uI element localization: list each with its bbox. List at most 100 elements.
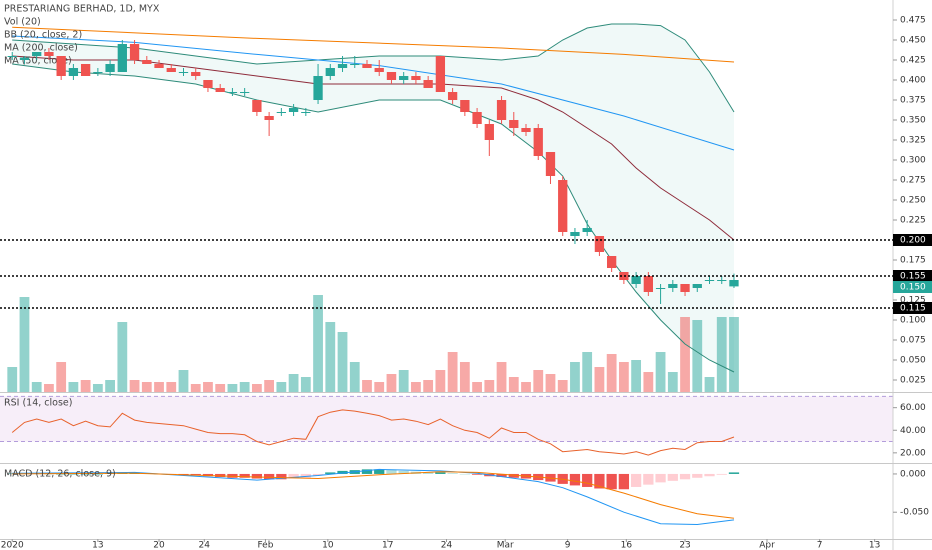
candle-body	[154, 64, 164, 68]
volume-bar	[411, 382, 421, 392]
level-tag	[893, 234, 932, 246]
y-tick-label: 0.225	[900, 216, 926, 226]
macd-histogram-bar	[361, 469, 373, 474]
candle-body	[692, 284, 702, 288]
x-tick-label: 9	[565, 541, 571, 550]
macd-histogram-bar	[447, 473, 458, 474]
macd-histogram-bar	[374, 469, 385, 474]
candle-body	[594, 236, 605, 252]
macd-histogram-bar	[594, 473, 605, 489]
volume-bar	[606, 354, 617, 392]
volume-bar	[44, 384, 54, 392]
candle-body	[227, 92, 238, 93]
macd-histogram-bar	[655, 473, 666, 483]
volume-bar	[203, 382, 213, 392]
macd-histogram-bar	[618, 473, 630, 490]
y-tick-label: 0.075	[900, 336, 926, 346]
volume-bar	[680, 317, 690, 392]
candle-body	[729, 280, 739, 287]
candle-body	[411, 76, 421, 80]
x-tick-label: 10	[322, 541, 334, 550]
volume-bar	[313, 295, 323, 392]
macd-histogram-bar	[704, 473, 715, 477]
y-tick-label: 0.000	[900, 469, 926, 479]
volume-bar	[105, 380, 115, 392]
volume-bar	[472, 382, 482, 392]
symbol-title: PRESTARIANG BERHAD, 1D, MYX	[4, 4, 160, 15]
volume-bar	[337, 332, 348, 392]
candle-body	[252, 100, 262, 112]
macd-histogram-bar	[679, 473, 691, 480]
x-tick-label: 24	[441, 541, 453, 550]
volume-bar	[533, 370, 544, 392]
macd-histogram-bar	[263, 473, 275, 480]
candle-body	[655, 288, 666, 289]
x-tick-label: 24	[199, 541, 211, 550]
candle-body	[276, 112, 287, 113]
candle-body	[509, 120, 519, 128]
legend-volume: Vol (20)	[4, 17, 41, 28]
candle-body	[337, 64, 348, 68]
volume-bar	[215, 384, 226, 392]
volume-bar	[386, 374, 397, 392]
candle-body	[203, 80, 213, 88]
macd-histogram-bar	[337, 470, 348, 474]
legend-ma200: MA (200, close)	[4, 43, 78, 54]
volume-bar	[729, 317, 739, 392]
candle-body	[240, 92, 250, 93]
candle-body	[606, 256, 617, 268]
volume-bar	[508, 377, 519, 392]
volume-bar	[704, 377, 715, 392]
volume-bar	[56, 362, 67, 392]
last-price-tag	[893, 281, 932, 293]
volume-bar	[264, 380, 275, 392]
macd-histogram-bar	[435, 472, 446, 474]
volume-bar	[667, 372, 678, 392]
volume-bar	[251, 384, 262, 392]
x-tick-label: Apr	[759, 541, 775, 550]
y-tick-label: 0.375	[900, 96, 926, 106]
volume-bar	[692, 320, 703, 392]
level-tag	[893, 302, 932, 314]
y-tick-label: 0.475	[900, 16, 926, 26]
volume-bar	[349, 362, 360, 392]
candle-body	[423, 80, 433, 88]
macd-histogram-bar	[56, 473, 67, 475]
volume-bar	[190, 384, 201, 392]
candle-body	[362, 64, 372, 68]
macd-histogram-bar	[68, 473, 79, 475]
y-tick-label: 0.050	[900, 356, 926, 366]
y-tick-label: 0.025	[900, 376, 926, 386]
y-tick-label: 0.100	[900, 316, 926, 326]
candle-body	[570, 232, 580, 236]
macd-histogram-bar	[92, 473, 104, 475]
candle-body	[582, 228, 592, 232]
candle-body	[313, 76, 323, 100]
volume-bar	[521, 382, 531, 392]
x-tick-label: Mar	[497, 541, 514, 550]
y-tick-label: 0.300	[900, 156, 926, 166]
macd-histogram-bar	[606, 473, 617, 490]
candle-body	[93, 72, 103, 73]
volume-bar	[7, 367, 18, 392]
candle-body	[7, 56, 17, 57]
candle-body	[717, 280, 727, 281]
volume-bar	[178, 370, 189, 392]
candle-body	[460, 100, 470, 112]
x-tick-label: 13	[869, 541, 880, 550]
y-tick-label: 0.175	[900, 256, 926, 266]
macd-histogram-bar	[692, 473, 703, 478]
macd-histogram-bar	[496, 473, 507, 478]
candle-body	[521, 128, 531, 132]
x-tick-label: 13	[92, 541, 103, 550]
y-tick-label: 0.350	[900, 116, 926, 126]
bb-fill	[12, 24, 734, 372]
candle-body	[142, 60, 152, 64]
y-tick-label: 0.450	[900, 36, 926, 46]
candle-body	[117, 44, 127, 72]
volume-bar	[496, 362, 507, 392]
volume-bar	[631, 360, 642, 392]
candle-body	[374, 68, 384, 72]
candle-body	[325, 68, 335, 76]
